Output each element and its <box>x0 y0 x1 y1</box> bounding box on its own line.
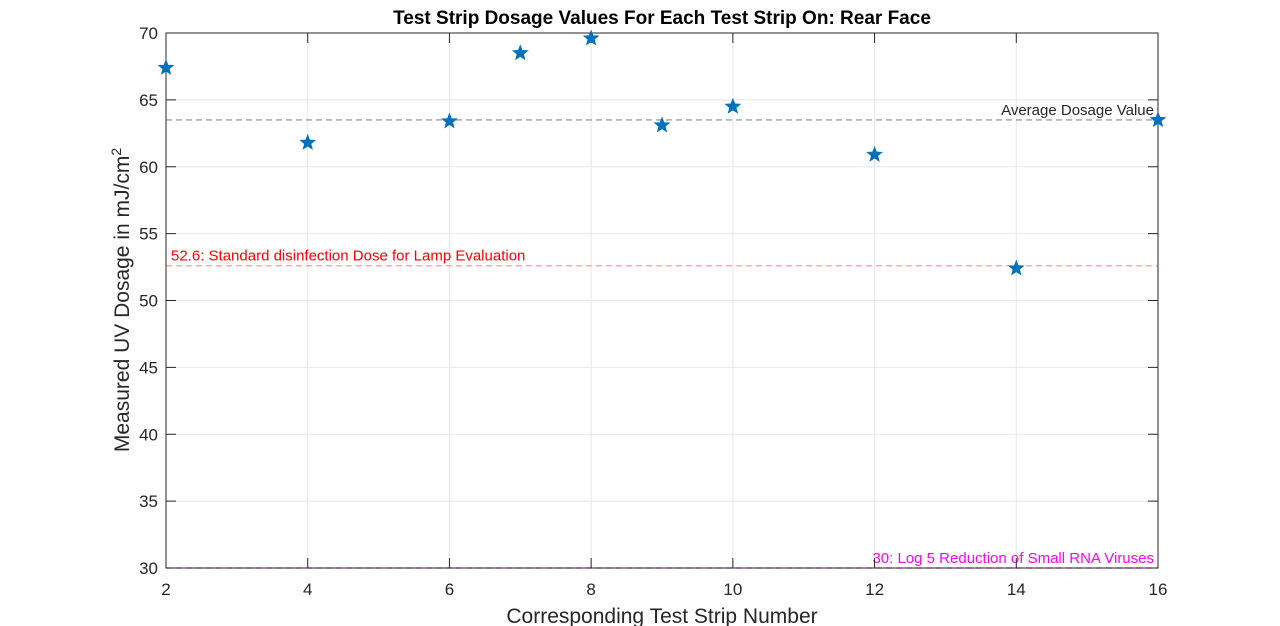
y-tick-label: 60 <box>139 158 158 177</box>
reference-line-label: Average Dosage Value <box>1001 102 1154 119</box>
y-axis-label-main: Measured UV Dosage in mJ/cm <box>111 156 134 452</box>
reference-lines: Average Dosage Value 52.6: Standard disin… <box>166 102 1158 568</box>
x-tick-label: 16 <box>1149 580 1168 599</box>
y-axis-label-superscript: 2 <box>108 148 124 156</box>
data-point-star <box>513 45 528 59</box>
reference-line-label: 30: Log 5 Reduction of Small RNA Viruses <box>872 550 1154 567</box>
x-axis-label: Corresponding Test Strip Number <box>506 605 817 626</box>
x-tick-label: 10 <box>723 580 742 599</box>
y-tick-label: 50 <box>139 292 158 311</box>
x-tick-label: 8 <box>586 580 595 599</box>
y-tick-label: 45 <box>139 358 158 377</box>
x-tick-label: 6 <box>445 580 454 599</box>
data-points <box>158 30 1165 275</box>
x-tick-label: 4 <box>303 580 312 599</box>
y-axis-label: Measured UV Dosage in mJ/cm2 <box>108 148 134 452</box>
y-tick-label: 55 <box>139 225 158 244</box>
y-tick-label: 70 <box>139 24 158 43</box>
y-tick-label: 65 <box>139 91 158 110</box>
x-tick-label: 14 <box>1007 580 1026 599</box>
reference-line-label: 52.6: Standard disinfection Dose for Lam… <box>171 248 525 265</box>
y-tick-label: 30 <box>139 559 158 578</box>
x-tick-label: 2 <box>161 580 170 599</box>
y-tick-label: 40 <box>139 425 158 444</box>
y-tick-label: 35 <box>139 492 158 511</box>
chart-title: Test Strip Dosage Values For Each Test S… <box>393 8 931 29</box>
x-tick-label: 12 <box>865 580 884 599</box>
